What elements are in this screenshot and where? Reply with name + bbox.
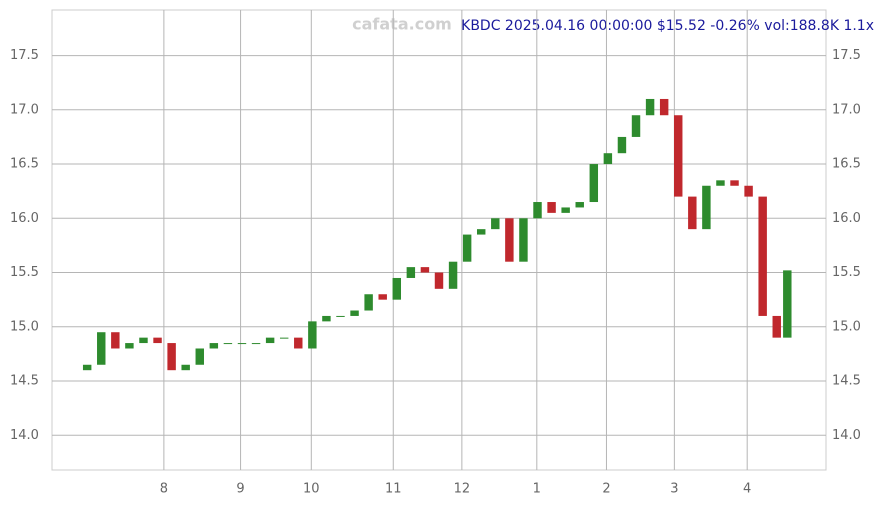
chart-title: KBDC 2025.04.16 00:00:00 $15.52 -0.26% v… — [461, 18, 874, 34]
plot-frame — [51, 9, 827, 471]
candle — [561, 207, 570, 213]
candle — [772, 315, 781, 338]
candle — [251, 343, 261, 345]
candle — [783, 270, 792, 338]
candle — [744, 185, 753, 197]
candle — [111, 332, 120, 349]
candle — [462, 234, 472, 262]
y-tick-label: 15.0 — [10, 319, 39, 334]
candle — [659, 98, 669, 116]
candle — [378, 294, 387, 300]
candle — [547, 202, 556, 213]
candle — [406, 267, 416, 278]
candle — [491, 218, 500, 230]
y-tick-label-right: 15.5 — [832, 265, 861, 280]
candle — [674, 115, 683, 197]
candle — [702, 185, 711, 230]
candle — [125, 343, 134, 349]
candle — [645, 98, 655, 116]
candle — [294, 337, 303, 349]
candle — [603, 153, 613, 165]
candle — [153, 337, 162, 344]
candle — [434, 272, 444, 289]
candle — [364, 294, 373, 311]
candle — [688, 196, 697, 230]
x-tick-label: 3 — [670, 482, 678, 497]
candle — [716, 180, 725, 186]
candle — [533, 202, 542, 219]
candle — [476, 229, 486, 235]
candle — [279, 337, 289, 339]
y-tick-label: 14.5 — [10, 374, 39, 389]
candle — [575, 202, 584, 208]
y-tick-label: 16.0 — [10, 211, 39, 226]
x-tick-label: 8 — [160, 482, 168, 497]
candle — [631, 115, 641, 137]
x-tick-label: 9 — [236, 482, 244, 497]
y-tick-label-right: 16.5 — [832, 157, 861, 172]
x-tick-label: 12 — [454, 482, 471, 497]
y-tick-label: 17.0 — [10, 102, 39, 117]
x-tick-label: 1 — [533, 482, 541, 497]
candle — [322, 315, 331, 322]
y-tick-label: 16.5 — [10, 157, 39, 172]
candle — [167, 343, 176, 371]
candle — [209, 343, 219, 349]
x-tick-label: 2 — [602, 482, 610, 497]
candle — [617, 136, 627, 154]
candle — [448, 261, 458, 289]
candle — [139, 337, 148, 344]
candle — [420, 267, 430, 273]
y-tick-label-right: 14.0 — [832, 428, 861, 443]
candle — [519, 218, 528, 262]
candle — [265, 337, 275, 344]
candle — [730, 180, 739, 186]
y-tick-label-right: 14.5 — [832, 374, 861, 389]
candle — [97, 332, 106, 365]
y-tick-label: 14.0 — [10, 428, 39, 443]
x-tick-label: 11 — [385, 482, 402, 497]
candle — [350, 310, 359, 316]
candle — [589, 164, 599, 203]
y-tick-label-right: 15.0 — [832, 319, 861, 334]
y-tick-label: 15.5 — [10, 265, 39, 280]
y-tick-label-right: 17.0 — [832, 102, 861, 117]
candle — [505, 218, 514, 262]
y-tick-label: 17.5 — [10, 48, 39, 63]
candle — [181, 364, 190, 371]
watermark: cafata.com — [352, 15, 452, 34]
candle — [82, 364, 92, 371]
candle — [195, 348, 204, 365]
x-tick-label: 4 — [743, 482, 751, 497]
candle — [392, 277, 402, 300]
candle — [758, 196, 767, 316]
candle — [223, 343, 233, 345]
y-tick-label-right: 16.0 — [832, 211, 861, 226]
x-tick-label: 10 — [303, 482, 320, 497]
candle — [336, 315, 345, 317]
candle — [308, 321, 317, 349]
y-tick-label-right: 17.5 — [832, 48, 861, 63]
candle — [237, 343, 247, 345]
